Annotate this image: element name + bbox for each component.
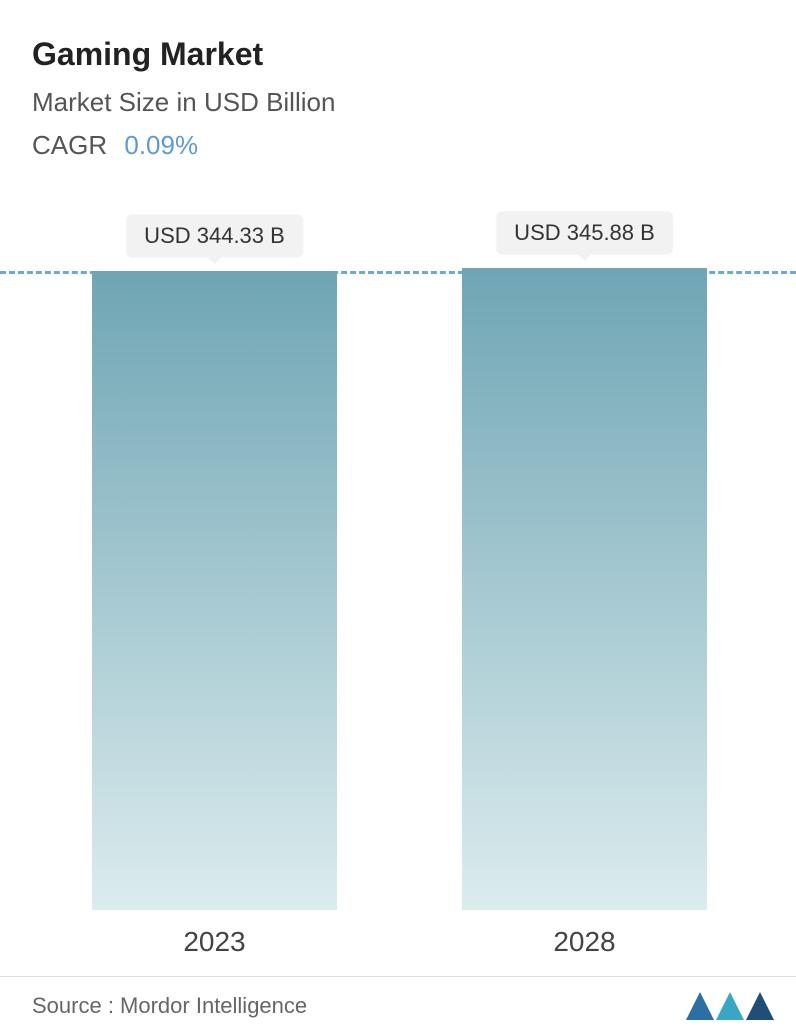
chart-subtitle: Market Size in USD Billion	[32, 87, 764, 118]
bar-fill	[92, 271, 337, 910]
brand-logo	[686, 992, 774, 1020]
logo-triangle-icon	[716, 992, 744, 1020]
cagr-label: CAGR	[32, 130, 107, 160]
bar-2023: USD 344.33 B2023	[92, 271, 337, 910]
source-text: Source : Mordor Intelligence	[32, 993, 307, 1019]
chart-title: Gaming Market	[32, 36, 764, 73]
bar-2028: USD 345.88 B2028	[462, 268, 707, 910]
cagr-value: 0.09%	[124, 130, 198, 160]
logo-triangle-icon	[746, 992, 774, 1020]
bar-x-label: 2028	[462, 926, 707, 958]
chart-area: USD 344.33 B2023 USD 345.88 B2028	[0, 260, 796, 910]
bar-value-label: USD 345.88 B	[496, 212, 673, 254]
bar-x-label: 2023	[92, 926, 337, 958]
bar-fill	[462, 268, 707, 910]
footer: Source : Mordor Intelligence	[0, 976, 796, 1034]
page-root: Gaming Market Market Size in USD Billion…	[0, 0, 796, 1034]
bar-value-label: USD 344.33 B	[126, 215, 303, 257]
logo-triangle-icon	[686, 992, 714, 1020]
cagr-line: CAGR 0.09%	[32, 130, 764, 161]
